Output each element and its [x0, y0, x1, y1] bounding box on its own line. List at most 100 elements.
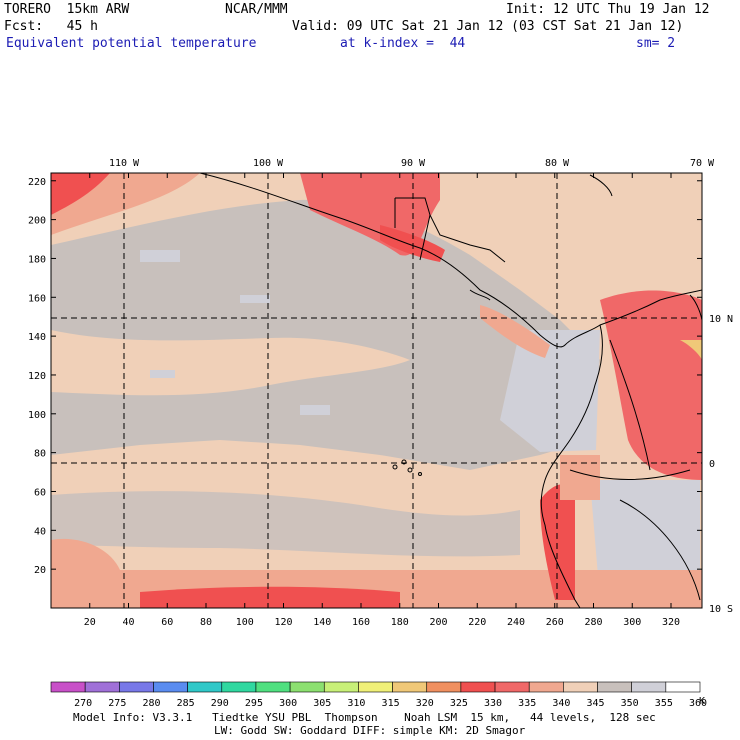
x-tick-label: 20	[84, 617, 96, 628]
legend-swatch	[289, 681, 325, 693]
legend-label: 285	[177, 698, 195, 709]
x-tick-label: 40	[122, 617, 134, 628]
legend-label: 280	[142, 698, 160, 709]
coast-central-america	[199, 173, 702, 348]
legend-swatch	[255, 681, 291, 693]
legend-label: 275	[108, 698, 126, 709]
legend-swatch	[50, 681, 86, 693]
field-band-345	[51, 199, 600, 471]
legend-swatch	[221, 681, 257, 693]
legend-swatch	[323, 681, 359, 693]
legend-swatch	[494, 681, 530, 693]
legend-swatch	[119, 681, 154, 693]
lon-label-70w: 70 W	[690, 158, 715, 169]
field-patch-peru	[540, 484, 575, 600]
x-tick-label: 140	[313, 617, 331, 628]
legend-swatch	[631, 681, 667, 693]
field-patch-venezuela	[600, 290, 702, 480]
lon-label-90w: 90 W	[401, 158, 426, 169]
field-band-330	[140, 586, 400, 608]
lon-label-100w: 100 W	[253, 158, 284, 169]
field-speck-2	[300, 405, 330, 415]
field-patch-costarica	[480, 305, 550, 358]
lon-label-80w: 80 W	[545, 158, 570, 169]
y-tick-label: 20	[34, 565, 46, 576]
legend-label: 350	[621, 698, 639, 709]
field-patch-350	[500, 330, 600, 452]
legend-label: 315	[382, 698, 400, 709]
theta-e-field	[51, 173, 702, 608]
field-speck-4	[240, 295, 270, 303]
legend-swatch	[426, 681, 462, 693]
model-info: Model Info: V3.3.1 Tiedtke YSU PBL Thomp…	[73, 711, 656, 724]
x-tick-label: 240	[507, 617, 525, 628]
y-tick-label: 60	[34, 487, 46, 498]
y-tick-label: 120	[28, 371, 46, 382]
x-tick-label: 120	[274, 617, 292, 628]
forecast-hour: Fcst: 45 h	[4, 19, 98, 34]
legend-label: 325	[450, 698, 468, 709]
lat-label-10s: 10 S	[709, 604, 733, 615]
legend-swatch	[84, 681, 120, 693]
legend-label: 355	[655, 698, 673, 709]
coast-nicaragua	[469, 289, 491, 301]
legend-swatch	[358, 681, 393, 693]
y-tick-label: 220	[28, 177, 46, 188]
color-legend: 270 275 280 285 290 295 300 305 310 315 320 325 330 3…	[50, 681, 707, 709]
field-patch-sw	[51, 538, 120, 575]
level-index: at k-index = 44	[340, 36, 466, 51]
y-tick-label: 200	[28, 216, 46, 227]
legend-swatch	[597, 681, 632, 693]
field-patch-venezuela-hot	[680, 340, 702, 360]
x-tick-label: 100	[236, 617, 254, 628]
legend-label: 360	[689, 698, 707, 709]
field-speck-1	[140, 250, 180, 262]
field-band-south	[51, 491, 520, 557]
legend-label: 345	[586, 698, 604, 709]
field-patch-ecuador	[560, 455, 600, 500]
legend-swatch	[187, 681, 223, 693]
y-tick-label: 160	[28, 293, 46, 304]
x-tick-label: 220	[468, 617, 486, 628]
legend-swatch	[392, 681, 428, 693]
legend-label: 295	[245, 698, 263, 709]
x-tick-label: 320	[662, 617, 680, 628]
island-galapagos-4	[418, 472, 422, 476]
legend-label: 290	[211, 698, 229, 709]
x-tick-label: 80	[200, 617, 212, 628]
island-galapagos-3	[407, 467, 413, 473]
legend-unit: K	[699, 696, 705, 707]
y-tick-label: 140	[28, 332, 46, 343]
smooth-value: sm= 2	[636, 36, 676, 51]
x-tick-label: 160	[352, 617, 370, 628]
lat-label-10n: 10 N	[709, 314, 733, 325]
legend-swatch	[665, 681, 701, 693]
x-tick-label: 300	[623, 617, 641, 628]
legend-label: 320	[416, 698, 434, 709]
legend-swatch	[153, 681, 188, 693]
legend-label: 340	[552, 698, 570, 709]
y-tick-label: 100	[28, 410, 46, 421]
legend-label: 305	[313, 698, 331, 709]
x-tick-label: 60	[161, 617, 173, 628]
lon-label-110w: 110 W	[109, 158, 140, 169]
legend-swatch	[563, 681, 598, 693]
physics-info: LW: Godd SW: Goddard DIFF: simple KM: 2D…	[214, 724, 526, 737]
center-name: NCAR/MMM	[225, 2, 288, 17]
init-time: Init: 12 UTC Thu 19 Jan 12	[506, 2, 710, 17]
x-tick-label: 260	[546, 617, 564, 628]
axis-ticks: 20 40 60 80 100 120 140 160 180 200 220 20 40 60 80 100…	[28, 173, 702, 628]
y-tick-label: 180	[28, 254, 46, 265]
y-tick-label: 80	[34, 449, 46, 460]
border-peru-brazil	[619, 499, 701, 601]
graticule	[51, 173, 702, 608]
legend-label: 270	[74, 698, 92, 709]
lat-label-0: 0	[709, 459, 715, 470]
coast-cuba	[589, 174, 613, 197]
field-name: Equivalent potential temperature	[6, 36, 257, 51]
legend-swatch	[460, 681, 496, 693]
field-patch-nw-hot	[51, 173, 110, 215]
field-tongue-340	[51, 330, 410, 396]
legend-label: 300	[279, 698, 297, 709]
